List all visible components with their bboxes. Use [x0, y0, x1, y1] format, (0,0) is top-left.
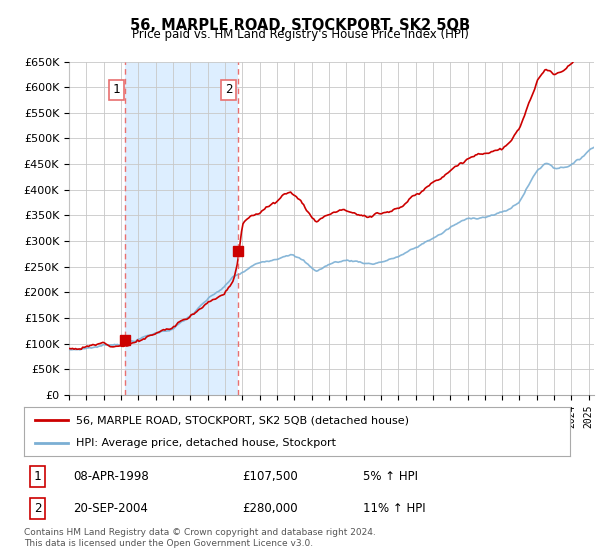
Text: 2: 2 [34, 502, 41, 515]
Text: 08-APR-1998: 08-APR-1998 [73, 470, 149, 483]
Text: 20-SEP-2004: 20-SEP-2004 [73, 502, 148, 515]
Text: 1: 1 [113, 83, 120, 96]
Text: 11% ↑ HPI: 11% ↑ HPI [362, 502, 425, 515]
Text: 2: 2 [225, 83, 233, 96]
Text: £280,000: £280,000 [242, 502, 298, 515]
Bar [125, 62, 238, 395]
Text: Price paid vs. HM Land Registry's House Price Index (HPI): Price paid vs. HM Land Registry's House … [131, 28, 469, 41]
Text: 56, MARPLE ROAD, STOCKPORT, SK2 5QB: 56, MARPLE ROAD, STOCKPORT, SK2 5QB [130, 18, 470, 33]
Text: 1: 1 [34, 470, 41, 483]
Text: Contains HM Land Registry data © Crown copyright and database right 2024.
This d: Contains HM Land Registry data © Crown c… [24, 528, 376, 548]
Text: £107,500: £107,500 [242, 470, 298, 483]
Text: 5% ↑ HPI: 5% ↑ HPI [362, 470, 418, 483]
Text: 56, MARPLE ROAD, STOCKPORT, SK2 5QB (detached house): 56, MARPLE ROAD, STOCKPORT, SK2 5QB (det… [76, 416, 409, 426]
Text: HPI: Average price, detached house, Stockport: HPI: Average price, detached house, Stoc… [76, 438, 336, 448]
